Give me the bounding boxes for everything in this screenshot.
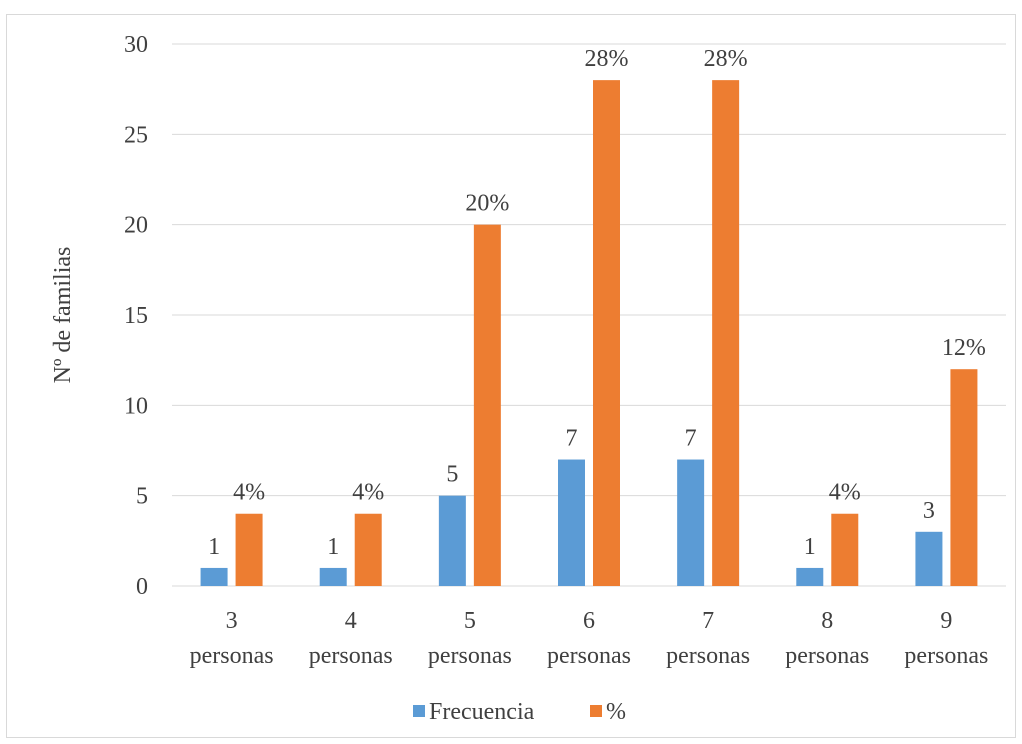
x-tick-label: personas: [190, 643, 274, 669]
legend-label: %: [606, 699, 626, 725]
y-tick-label: 5: [136, 484, 148, 510]
data-label: 5: [446, 462, 458, 488]
y-axis-title: Nº de familias: [50, 247, 76, 384]
x-tick-label: 7: [702, 608, 714, 634]
x-tick-label: personas: [785, 643, 869, 669]
y-tick-label: 20: [124, 213, 148, 239]
bar-porcentaje: [354, 513, 382, 586]
bar-frecuencia: [200, 567, 228, 586]
data-label: 20%: [465, 191, 509, 217]
data-label: 4%: [352, 480, 384, 506]
bar-porcentaje: [831, 513, 859, 586]
bar-porcentaje: [712, 80, 740, 586]
legend-swatch: [413, 705, 425, 717]
data-label: 28%: [585, 46, 629, 72]
data-label: 7: [566, 426, 578, 452]
data-label: 1: [804, 534, 816, 560]
x-tick-label: personas: [547, 643, 631, 669]
y-tick-label: 25: [124, 122, 148, 148]
data-label: 4%: [829, 480, 861, 506]
x-tick-label: 5: [464, 608, 476, 634]
data-label: 12%: [942, 335, 986, 361]
bar-frecuencia: [558, 459, 585, 586]
data-label: 1: [208, 534, 220, 560]
y-tick-labels: 0 5 10 15 20 25 30: [124, 32, 148, 600]
bars: [200, 80, 978, 586]
gridlines: [172, 43, 1006, 587]
x-tick-label: personas: [309, 643, 393, 669]
x-tick-label: 9: [940, 608, 952, 634]
bar-frecuencia: [915, 531, 943, 586]
data-labels: 1 1 5 7 7 1 3 4% 4% 20% 28% 28% 4% 12%: [208, 46, 986, 560]
bar-porcentaje: [950, 369, 978, 586]
y-tick-label: 15: [124, 303, 148, 329]
bar-frecuencia: [438, 495, 466, 586]
data-label: 4%: [233, 480, 265, 506]
x-tick-label: 6: [583, 608, 595, 634]
y-tick-label: 0: [136, 574, 148, 600]
x-tick-label: personas: [666, 643, 750, 669]
legend-swatch: [590, 705, 602, 717]
data-label: 1: [327, 534, 339, 560]
y-tick-label: 10: [124, 393, 148, 419]
bar-frecuencia: [677, 459, 705, 586]
data-label: 7: [685, 426, 697, 452]
x-tick-label: 3: [226, 608, 238, 634]
bar-frecuencia: [319, 567, 347, 586]
x-tick-label: 4: [345, 608, 357, 634]
x-tick-label: personas: [428, 643, 512, 669]
legend-label: Frecuencia: [429, 699, 535, 725]
legend: Frecuencia%: [413, 699, 626, 725]
bar-frecuencia: [796, 567, 824, 586]
x-tick-label: personas: [904, 643, 988, 669]
data-label: 28%: [704, 46, 748, 72]
y-tick-label: 30: [124, 32, 148, 58]
bar-porcentaje: [235, 513, 263, 586]
x-tick-label: 8: [821, 608, 833, 634]
bar-porcentaje: [473, 224, 501, 586]
x-tick-labels: 3 personas 4 personas 5 personas 6 personas 7 per…: [190, 608, 989, 669]
data-label: 3: [923, 498, 935, 524]
bar-porcentaje: [593, 80, 620, 586]
